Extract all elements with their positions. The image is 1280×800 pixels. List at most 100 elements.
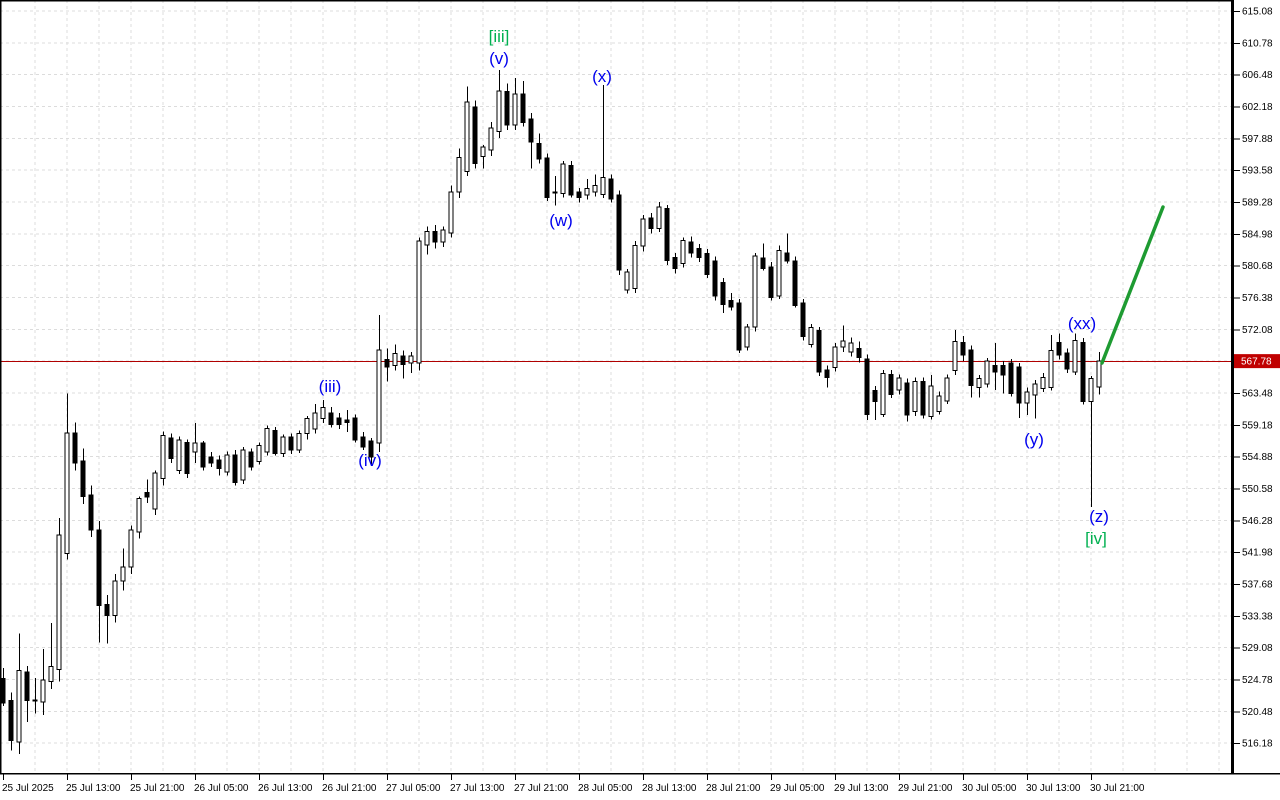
candle-bullish: [1096, 360, 1102, 388]
candle-bearish: [360, 436, 366, 448]
time-tick-label: 26 Jul 05:00: [194, 783, 249, 794]
candle-bullish: [464, 101, 470, 172]
candle-bearish: [664, 207, 670, 261]
candle-bearish: [872, 390, 878, 403]
candle-bearish: [344, 419, 350, 423]
candle-bearish: [400, 355, 406, 366]
candle-bearish: [232, 454, 238, 483]
price-tick-label: 572.08: [1242, 325, 1273, 336]
candle-bearish: [720, 282, 726, 306]
time-tick-label: 26 Jul 21:00: [322, 783, 377, 794]
price-tick-label: 529.08: [1242, 643, 1273, 654]
candle-bullish: [1024, 391, 1030, 404]
candle-bullish: [848, 342, 854, 353]
wave-label-z[interactable]: (z): [1089, 507, 1109, 526]
candle-bearish: [704, 253, 710, 275]
candle-bearish: [8, 700, 14, 742]
candle-bearish: [648, 217, 654, 229]
candle-bearish: [920, 381, 926, 416]
candle-bearish: [792, 260, 798, 306]
time-tick-label: 29 Jul 21:00: [898, 783, 953, 794]
time-tick-label: 29 Jul 13:00: [834, 783, 889, 794]
candle-bearish: [1056, 341, 1062, 356]
candle-bearish: [616, 194, 622, 271]
candle-bullish: [240, 449, 246, 481]
time-tick-label: 30 Jul 13:00: [1026, 783, 1081, 794]
candle-bearish: [72, 432, 78, 464]
price-tick-label: 533.38: [1242, 611, 1273, 622]
price-tick-label: 606.48: [1242, 70, 1273, 81]
time-tick-label: 30 Jul 05:00: [962, 783, 1017, 794]
candle-bearish: [784, 252, 790, 262]
candle-bullish: [896, 377, 902, 391]
wave-label-xx[interactable]: (xx): [1068, 314, 1096, 333]
candle-bullish: [296, 433, 302, 451]
candle-bearish: [1008, 362, 1014, 395]
candle-bearish: [32, 699, 38, 702]
trend-projection-line[interactable]: [1100, 205, 1165, 365]
price-tick-label: 554.88: [1242, 452, 1273, 463]
wave-label-iv[interactable]: (iv): [358, 451, 382, 470]
candle-bullish: [320, 407, 326, 420]
candle-bearish: [432, 230, 438, 243]
candle-bullish: [808, 327, 814, 346]
candle-bullish: [160, 435, 166, 480]
wave-label-w[interactable]: (w): [549, 211, 573, 230]
wave-label-y[interactable]: (y): [1024, 430, 1044, 449]
candle-bearish: [24, 671, 30, 702]
price-tick-label: 541.98: [1242, 548, 1273, 559]
candle-bullish: [1088, 378, 1094, 403]
candle-bearish: [696, 247, 702, 258]
candle-bullish: [744, 326, 750, 348]
time-tick-label: 27 Jul 05:00: [386, 783, 441, 794]
candle-bullish: [416, 240, 422, 364]
candle-bearish: [568, 165, 574, 196]
time-tick-label: 28 Jul 13:00: [642, 783, 697, 794]
candle-bullish: [392, 353, 398, 366]
candle-bearish: [96, 529, 102, 606]
price-tick-label: 559.18: [1242, 420, 1273, 431]
price-tick-label: 563.48: [1242, 388, 1273, 399]
candle-bearish: [88, 494, 94, 531]
time-scale[interactable]: 25 Jul 2025 25 Jul 13:00 25 Jul 21:00 26 Ju…: [2, 774, 1145, 795]
candle-bullish: [128, 529, 134, 568]
candle-bearish: [864, 358, 870, 415]
candle-bullish: [592, 185, 598, 193]
candle-bearish: [80, 460, 86, 497]
candle-bullish: [264, 427, 270, 453]
wave-label-iii[interactable]: [iii]: [489, 27, 510, 46]
candle-bearish: [520, 93, 526, 124]
candle-bearish: [688, 241, 694, 254]
candle-bearish: [576, 191, 582, 198]
candle-bearish: [904, 382, 910, 416]
candle-bullish: [192, 442, 198, 453]
candle-bullish: [496, 90, 502, 133]
candle-bullish: [256, 444, 262, 463]
candle-bearish: [216, 459, 222, 469]
wave-label-x[interactable]: (x): [592, 67, 612, 86]
price-tick-label: 550.58: [1242, 484, 1273, 495]
candle-bearish: [288, 436, 294, 451]
candle-bullish: [944, 377, 950, 402]
candle-bullish: [120, 566, 126, 582]
candle-bearish: [736, 302, 742, 351]
wave-label-v[interactable]: (v): [489, 49, 509, 68]
wave-label-iii[interactable]: (iii): [319, 377, 342, 396]
price-tick-label: 615.08: [1242, 7, 1273, 18]
candle-bearish: [472, 106, 478, 164]
wave-labels: [iii] (v) (x) (w) (iii) (iv) (xx) (y) (z) [iv]: [319, 27, 1109, 548]
candle-bullish: [424, 230, 430, 246]
candle-bullish: [1040, 376, 1046, 389]
price-axis-bar[interactable]: [1231, 0, 1234, 773]
wave-label-iv[interactable]: [iv]: [1085, 529, 1107, 548]
candle-bearish: [768, 266, 774, 298]
candle-bearish: [200, 442, 206, 468]
candle-bullish: [912, 381, 918, 412]
candle-bearish: [368, 440, 374, 458]
candle-bullish: [624, 271, 630, 291]
candle-bearish: [544, 157, 550, 198]
candle-bullish: [280, 436, 286, 455]
candle-bearish: [760, 257, 766, 269]
